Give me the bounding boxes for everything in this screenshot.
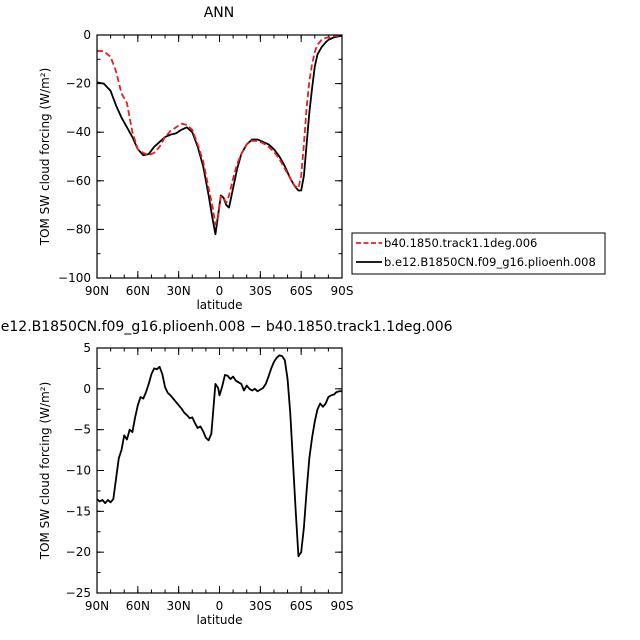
y-tick-label: −15 <box>66 504 91 518</box>
x-tick-label: 60N <box>126 284 150 298</box>
y-tick-label: 0 <box>83 28 91 42</box>
chart-title: ANN <box>204 5 235 21</box>
y-tick-label: −20 <box>66 77 91 91</box>
x-tick-label: 90N <box>85 599 109 613</box>
x-tick-label: 90N <box>85 284 109 298</box>
y-tick-label: −40 <box>66 125 91 139</box>
x-tick-label: 90S <box>331 284 354 298</box>
chart-title: b.e12.B1850CN.f09_g16.plioenh.008 − b40.… <box>0 319 453 335</box>
y-tick-label: 5 <box>83 341 91 355</box>
legend-label-1: b.e12.B1850CN.f09_g16.plioenh.008 <box>384 255 596 269</box>
x-axis-label: latitude <box>196 613 242 627</box>
x-tick-label: 30N <box>167 599 191 613</box>
legend-label-0: b40.1850.track1.1deg.006 <box>384 236 537 250</box>
y-tick-label: −5 <box>73 423 91 437</box>
x-tick-label: 60N <box>126 599 150 613</box>
y-tick-label: −100 <box>58 271 91 285</box>
y-tick-label: −60 <box>66 174 91 188</box>
series-line-0 <box>97 354 342 558</box>
x-tick-label: 60S <box>290 599 313 613</box>
series-line-1 <box>97 35 342 236</box>
y-tick-label: 0 <box>83 382 91 396</box>
y-tick-label: −80 <box>66 222 91 236</box>
x-tick-label: 0 <box>216 599 224 613</box>
x-tick-label: 30S <box>249 284 272 298</box>
x-tick-label: 0 <box>216 284 224 298</box>
y-axis-label: TOM SW cloud forcing (W/m²) <box>38 68 52 247</box>
legend-box <box>351 232 606 275</box>
y-tick-label: −10 <box>66 464 91 478</box>
x-tick-label: 90S <box>331 599 354 613</box>
y-tick-label: −25 <box>66 586 91 600</box>
plot-frame <box>96 34 343 279</box>
plot-frame <box>96 347 343 594</box>
y-tick-label: −20 <box>66 545 91 559</box>
bottom-panel: b.e12.B1850CN.f09_g16.plioenh.008 − b40.… <box>0 319 453 627</box>
x-tick-label: 30N <box>167 284 191 298</box>
x-tick-label: 30S <box>249 599 272 613</box>
series-line-0 <box>97 35 342 226</box>
legend: b40.1850.track1.1deg.006 b.e12.B1850CN.f0… <box>351 232 606 275</box>
x-axis-label: latitude <box>196 298 242 312</box>
top-panel: ANN 90N 60N 30N 0 30S 60S 90S 0 −20 −40 −60 −80 −100 l… <box>38 5 606 312</box>
x-tick-label: 60S <box>290 284 313 298</box>
y-axis-label: TOM SW cloud forcing (W/m²) <box>38 382 52 561</box>
